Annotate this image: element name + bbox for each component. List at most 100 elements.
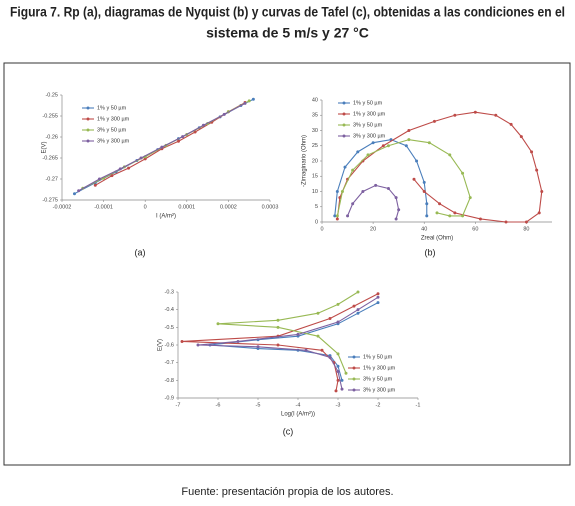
data-point bbox=[160, 145, 164, 149]
x-tick-label: -1 bbox=[416, 402, 421, 408]
legend-label: 3% y 300 µm bbox=[353, 133, 386, 139]
data-point bbox=[334, 389, 338, 393]
data-point bbox=[335, 214, 339, 218]
x-tick-label: -2 bbox=[376, 402, 381, 408]
y-tick-label: 35 bbox=[312, 113, 318, 119]
data-point bbox=[461, 171, 465, 175]
y-tick-label: -0.265 bbox=[42, 155, 58, 161]
data-point bbox=[336, 302, 340, 306]
data-point bbox=[196, 343, 200, 347]
x-tick-label: -4 bbox=[296, 402, 301, 408]
data-point bbox=[346, 214, 350, 218]
data-point bbox=[374, 183, 378, 187]
data-point bbox=[251, 97, 255, 101]
legend-label: 1% y 50 µm bbox=[97, 105, 127, 111]
legend-label: 1% y 300 µm bbox=[97, 116, 130, 122]
data-point bbox=[243, 101, 247, 105]
data-point bbox=[394, 196, 398, 200]
x-tick-label: 0.0001 bbox=[178, 204, 195, 210]
data-point bbox=[236, 339, 240, 343]
legend-label: 3% y 300 µm bbox=[363, 387, 396, 393]
data-point bbox=[535, 168, 539, 172]
data-point bbox=[366, 153, 370, 157]
y-tick-label: -0.3 bbox=[165, 289, 174, 295]
data-point bbox=[540, 190, 544, 193]
legend-label: 3% y 50 µm bbox=[97, 127, 127, 133]
data-point bbox=[276, 318, 280, 322]
data-point bbox=[376, 295, 380, 299]
x-tick-label: 0.0002 bbox=[220, 204, 237, 210]
data-point bbox=[435, 211, 439, 215]
y-tick-label: -0.6 bbox=[165, 342, 174, 348]
data-point bbox=[296, 332, 300, 336]
source-note: Fuente: presentación propia de los autor… bbox=[181, 486, 393, 498]
legend-marker bbox=[352, 366, 356, 370]
legend-marker bbox=[352, 355, 356, 359]
data-point bbox=[127, 166, 131, 170]
x-tick-label: -5 bbox=[256, 402, 261, 408]
x-tick-label: -6 bbox=[216, 402, 221, 408]
data-point bbox=[407, 138, 411, 142]
y-tick-label: -0.26 bbox=[45, 134, 58, 140]
x-tick-label: 40 bbox=[421, 226, 427, 232]
data-point bbox=[376, 301, 380, 305]
data-point bbox=[328, 317, 332, 320]
legend-label: 1% y 50 µm bbox=[353, 100, 383, 106]
y-tick-label: -0.9 bbox=[165, 395, 174, 401]
data-point bbox=[386, 144, 390, 148]
x-tick-label: 60 bbox=[472, 226, 478, 232]
data-point bbox=[473, 110, 477, 114]
data-point bbox=[519, 135, 523, 139]
y-tick-label: 30 bbox=[312, 128, 318, 134]
legend-marker bbox=[342, 134, 346, 138]
data-point bbox=[453, 211, 457, 215]
legend-label: 3% y 50 µm bbox=[363, 376, 393, 382]
data-point bbox=[394, 217, 398, 221]
data-point bbox=[247, 99, 251, 103]
figure-title: Figura 7. Rp (a), diagramas de Nyquist (… bbox=[10, 4, 565, 20]
data-point bbox=[412, 177, 416, 181]
data-point bbox=[276, 325, 280, 329]
x-tick-label: 0.0003 bbox=[262, 204, 279, 210]
data-point bbox=[333, 214, 337, 218]
data-point bbox=[371, 141, 375, 145]
data-point bbox=[504, 220, 508, 224]
y-tick-label: -0.255 bbox=[42, 113, 58, 119]
y-tick-label: 10 bbox=[312, 189, 318, 195]
legend-label: 3% y 300 µm bbox=[97, 138, 130, 144]
data-point bbox=[320, 348, 324, 352]
y-tick-label: -0.25 bbox=[45, 92, 58, 98]
legend-marker bbox=[342, 112, 346, 116]
data-point bbox=[344, 371, 348, 375]
data-point bbox=[537, 211, 541, 215]
x-axis-label: Zreal (Ohm) bbox=[421, 236, 453, 242]
data-point bbox=[461, 214, 465, 218]
data-point bbox=[72, 192, 76, 196]
series-line bbox=[347, 184, 400, 220]
y-tick-label: 15 bbox=[312, 174, 318, 180]
x-axis-label: Log(I (A/m²)) bbox=[281, 412, 315, 418]
data-point bbox=[356, 308, 360, 312]
data-point bbox=[425, 214, 429, 218]
data-point bbox=[386, 186, 390, 190]
data-point bbox=[376, 292, 380, 296]
y-tick-label: 40 bbox=[312, 97, 318, 103]
data-point bbox=[222, 112, 226, 116]
data-point bbox=[276, 343, 280, 347]
data-point bbox=[422, 180, 426, 184]
data-point bbox=[448, 214, 452, 218]
data-point bbox=[316, 334, 320, 338]
x-tick-label: -3 bbox=[336, 402, 341, 408]
legend-marker bbox=[352, 388, 356, 392]
data-point bbox=[340, 387, 344, 391]
data-point bbox=[352, 304, 356, 308]
data-point bbox=[432, 119, 436, 123]
data-point bbox=[381, 144, 385, 148]
data-point bbox=[397, 208, 401, 212]
data-point bbox=[340, 378, 344, 382]
y-tick-label: 25 bbox=[312, 143, 318, 149]
y-tick-label: 0 bbox=[315, 219, 318, 225]
data-point bbox=[336, 320, 340, 324]
panel-caption: (c) bbox=[283, 426, 294, 436]
